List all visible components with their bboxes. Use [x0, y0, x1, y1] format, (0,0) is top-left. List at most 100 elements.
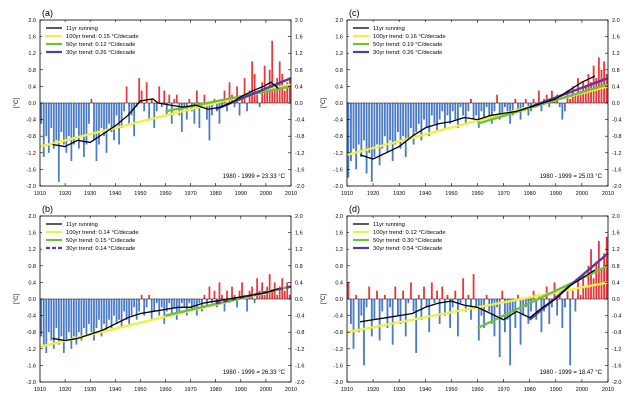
- x-tick-label: 1970: [184, 191, 196, 197]
- bar: [519, 299, 522, 345]
- bar: [524, 98, 527, 103]
- y-tick-label-right: 1.6: [612, 35, 620, 41]
- bar: [605, 236, 608, 299]
- bar: [376, 290, 378, 299]
- y-tick-label: 0.8: [28, 68, 36, 74]
- bar: [498, 103, 501, 120]
- bar: [363, 103, 365, 141]
- legend-entry: 11yr running: [373, 222, 405, 228]
- bar: [105, 103, 108, 153]
- x-tick-label: 2000: [260, 191, 272, 197]
- bar: [378, 299, 381, 341]
- bar: [475, 299, 478, 308]
- legend-entry: 100yr trend: 0.14 °C/decade: [66, 230, 139, 236]
- panel-c: -2.0 -2.0 -1.6 -1.6 -1.2 -1.2 -0.8 -0.8 -0.4 -0.4…: [321, 8, 621, 197]
- y-tick-label: -0.4: [27, 314, 36, 320]
- bar: [133, 103, 136, 137]
- bar: [98, 299, 100, 320]
- bar: [67, 299, 70, 333]
- bar: [472, 274, 475, 299]
- bar: [556, 299, 559, 316]
- bar: [180, 299, 183, 304]
- bar: [108, 299, 110, 320]
- legend-entry: 50yr trend: 0.12 °C/decade: [66, 42, 135, 48]
- y-tick-label: -2.0: [334, 380, 343, 386]
- bar: [472, 103, 475, 120]
- bar: [350, 299, 352, 324]
- bar: [480, 103, 483, 112]
- bar: [506, 103, 509, 112]
- bar: [517, 103, 519, 112]
- bar: [241, 282, 243, 299]
- bar: [564, 299, 566, 308]
- bar: [457, 103, 459, 128]
- bar: [399, 299, 402, 324]
- bar: [148, 103, 151, 120]
- y-tick-label-right: 0.8: [295, 264, 303, 270]
- bar: [443, 299, 446, 316]
- bar: [425, 103, 428, 128]
- bar: [115, 299, 118, 324]
- bar: [283, 290, 286, 299]
- bar: [273, 90, 276, 103]
- bar: [360, 299, 363, 316]
- y-tick-label: -1.2: [334, 347, 343, 353]
- y-tick-label: 1.2: [28, 247, 36, 253]
- bar: [579, 294, 582, 299]
- x-tick-label: 2000: [576, 387, 588, 393]
- bar: [153, 103, 156, 128]
- y-tick-label-right: -0.8: [612, 330, 621, 336]
- bar: [233, 103, 236, 108]
- bar: [40, 299, 43, 337]
- bar: [412, 103, 415, 145]
- legend-entry: 100yr trend: 0.16 °C/decade: [373, 34, 446, 40]
- bar: [441, 286, 444, 299]
- trend-50yr-line: [477, 83, 609, 125]
- bar: [130, 299, 133, 316]
- bar: [459, 103, 462, 108]
- x-tick-label: 2000: [576, 191, 588, 197]
- bar: [113, 103, 115, 141]
- bar: [535, 299, 538, 320]
- y-tick-label: 0.4: [28, 280, 36, 286]
- bar: [373, 299, 376, 320]
- x-tick-label: 1940: [419, 387, 431, 393]
- bar: [60, 299, 63, 337]
- bar: [454, 103, 457, 120]
- bar: [148, 294, 151, 299]
- x-tick-label: 1930: [393, 191, 405, 197]
- bar: [391, 103, 394, 162]
- bar: [545, 94, 548, 103]
- bar: [368, 286, 371, 299]
- bar: [158, 86, 161, 103]
- y-tick-label-right: 0.4: [295, 84, 303, 90]
- bar: [83, 103, 85, 157]
- bar: [93, 299, 95, 341]
- legend-background: [349, 22, 477, 60]
- x-tick-label: 1960: [159, 191, 171, 197]
- legend-entry: 30yr trend: 0.26 °C/decade: [373, 50, 442, 56]
- bar: [246, 103, 248, 112]
- bar: [67, 103, 70, 137]
- bar: [467, 294, 470, 299]
- bar: [236, 86, 238, 103]
- x-tick-label: 1950: [445, 191, 457, 197]
- trend-30yr-line: [215, 285, 292, 305]
- y-tick-label: 1.6: [28, 35, 36, 41]
- x-tick-label: 2010: [602, 387, 614, 393]
- bar: [93, 103, 95, 141]
- y-tick-label: 1.2: [335, 247, 343, 253]
- bar: [490, 103, 493, 124]
- bar: [42, 103, 45, 157]
- bar: [347, 103, 350, 178]
- bar: [113, 299, 115, 316]
- bar: [223, 90, 226, 103]
- bar: [391, 299, 394, 345]
- bar: [603, 253, 605, 299]
- bar: [62, 103, 65, 145]
- bar: [540, 299, 543, 333]
- x-tick-label: 1940: [109, 387, 121, 393]
- running-mean-line: [359, 269, 596, 323]
- bar: [78, 299, 80, 333]
- y-tick-label-right: -2.0: [295, 380, 304, 386]
